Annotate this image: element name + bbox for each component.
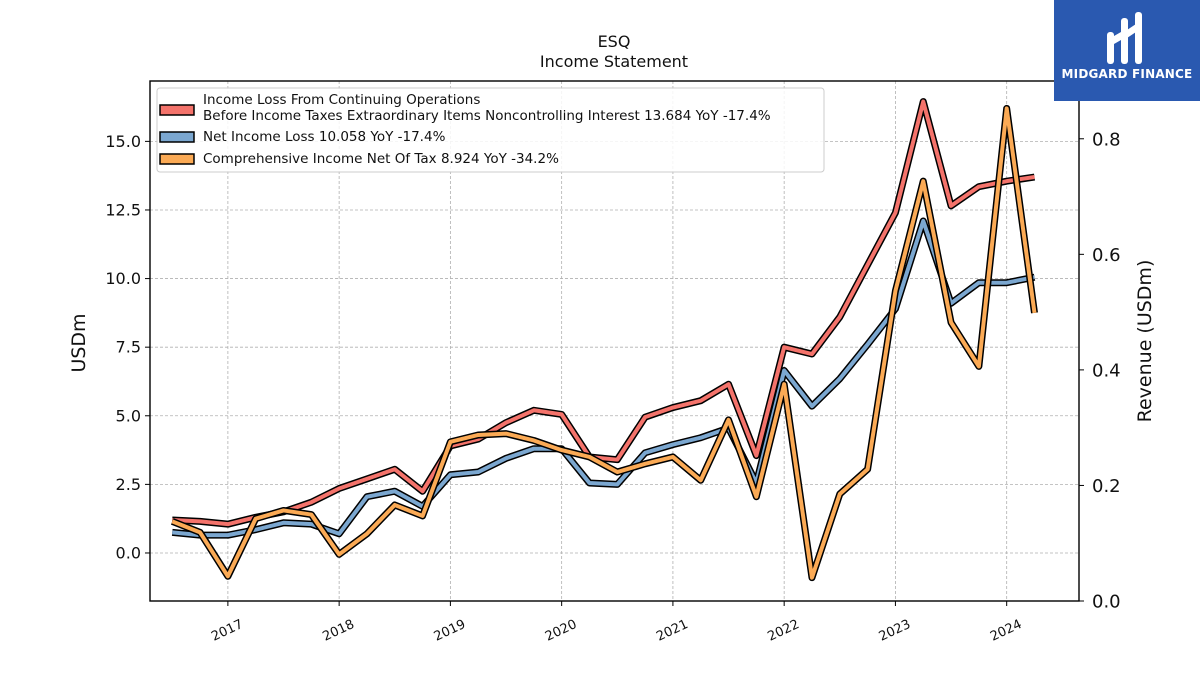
y-axis-label: USDm [68, 313, 90, 372]
y-tick-label: 7.5 [116, 338, 141, 357]
y-tick-label: 15.0 [105, 132, 141, 151]
x-tick-label: 2017 [209, 617, 245, 645]
x-axis: 2017 2018 2019 2020 2021 2022 2023 2024 [209, 601, 1024, 645]
legend-label-2: Comprehensive Income Net Of Tax 8.924 Yo… [203, 151, 559, 167]
y2-tick-label: 0.4 [1092, 360, 1121, 381]
brand-logo: MIDGARD FINANCE [1054, 0, 1200, 101]
series-outline-1 [171, 217, 1036, 539]
legend-swatch-2 [159, 153, 195, 165]
series-layer [170, 98, 1038, 582]
x-tick-label: 2019 [432, 617, 468, 645]
y-tick-label: 0.0 [116, 543, 141, 562]
x-tick-label: 2024 [988, 617, 1024, 645]
x-tick-label: 2018 [320, 617, 356, 645]
legend: Income Loss From Continuing OperationsBe… [156, 87, 825, 173]
chart-subtitle: Income Statement [540, 52, 688, 71]
x-tick-label: 2021 [654, 617, 690, 645]
legend-label-1: Net Income Loss 10.058 YoY -17.4% [203, 129, 446, 145]
plot-frame [149, 80, 1080, 602]
midgard-logo-icon [1107, 12, 1142, 64]
y-tick-label: 5.0 [116, 406, 141, 425]
legend-label-0: Income Loss From Continuing Operations [203, 92, 480, 108]
x-tick-label: 2020 [543, 617, 579, 645]
series-line-2 [171, 106, 1037, 580]
legend-label-0: Before Income Taxes Extraordinary Items … [203, 108, 771, 124]
y-axis-left: 0.0 2.5 5.0 7.5 10.0 12.5 15.0 [105, 132, 150, 562]
legend-swatch-1 [159, 131, 195, 143]
y-tick-label: 12.5 [105, 200, 141, 219]
x-tick-label: 2023 [877, 617, 913, 645]
x-tick-label: 2022 [766, 617, 802, 645]
series-line-0 [172, 99, 1035, 527]
y2-tick-label: 0.8 [1092, 129, 1121, 150]
y2-tick-label: 0.6 [1092, 245, 1121, 266]
legend-box [156, 87, 825, 173]
chart-title: ESQ [598, 32, 631, 51]
legend-swatch-0 [159, 104, 195, 116]
y-tick-label: 10.0 [105, 269, 141, 288]
brand-name: MIDGARD FINANCE [1061, 67, 1193, 81]
y-tick-label: 2.5 [116, 475, 141, 494]
y-axis-right: 0.0 0.2 0.4 0.6 0.8 [1079, 129, 1121, 613]
y2-axis-label: Revenue (USDm) [1134, 260, 1156, 423]
y2-tick-label: 0.2 [1092, 476, 1121, 497]
y2-tick-label: 0.0 [1092, 592, 1121, 613]
